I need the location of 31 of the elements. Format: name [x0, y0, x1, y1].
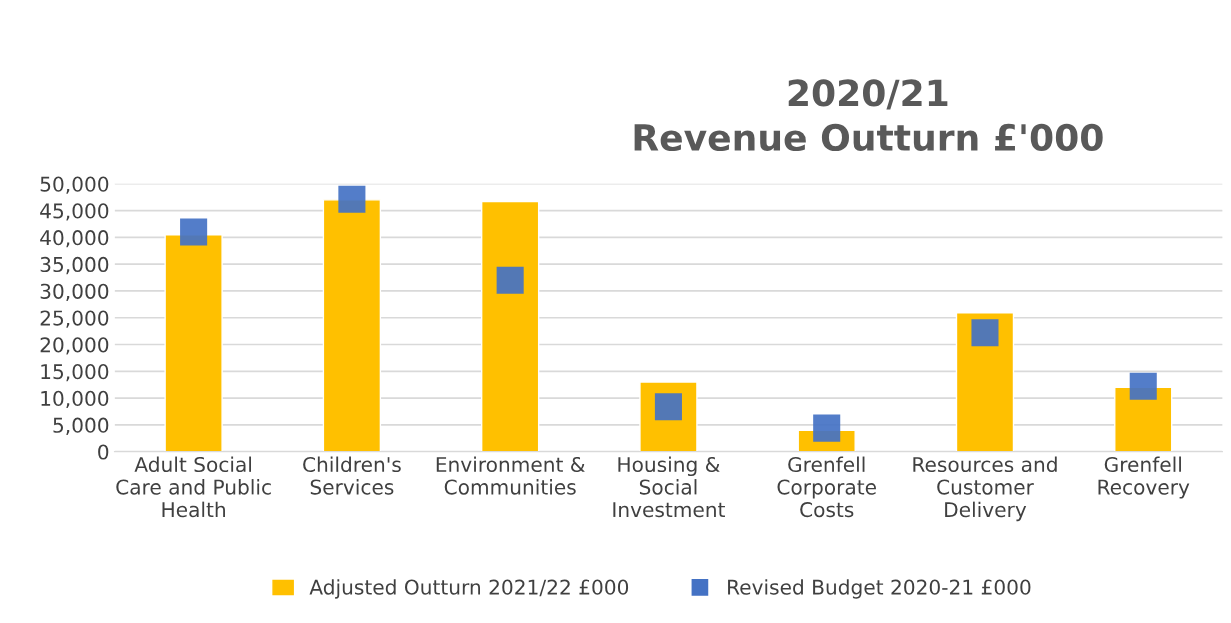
y-tick-label: 15,000	[41, 364, 109, 382]
y-tick-label: 25,000	[40, 310, 109, 328]
y-tick-label: 20,000	[40, 337, 109, 355]
legend-label: Revised Budget 2020-21 £000	[728, 579, 1031, 599]
x-tick-label: Housing & Social Investment	[613, 456, 725, 518]
bar	[164, 233, 223, 452]
x-tick-label: Grenfell Recovery	[1098, 456, 1190, 499]
chart-title: 2020/21 Revenue Outturn £'000	[634, 79, 1103, 152]
point	[496, 266, 524, 294]
x-tick-label: Resources and Customer Delivery	[913, 456, 1057, 522]
legend-label: Adjusted Outturn 2021/22 £000	[309, 579, 629, 599]
x-tick-label: Environment & Communities	[436, 456, 585, 495]
x-tick-label: Children's Services	[303, 456, 401, 495]
y-tick-label: 35,000	[40, 256, 109, 275]
x-tick-label: Adult Social Care and Public Health	[116, 456, 271, 518]
y-tick-label: 50,000	[40, 176, 109, 194]
point	[971, 319, 999, 347]
y-tick-label: 5,000	[53, 417, 109, 435]
y-tick-label: 10,000	[41, 390, 109, 409]
y-tick-label: 45,000	[40, 203, 109, 221]
y-tick-label: 40,000	[40, 230, 109, 248]
point	[338, 185, 366, 213]
y-tick-label: 30,000	[40, 283, 109, 301]
bar	[322, 199, 382, 452]
y-tick-label: 0	[98, 444, 109, 460]
bar	[955, 312, 1015, 452]
x-tick-label: Grenfell Corporate Costs	[777, 456, 876, 518]
point	[180, 218, 208, 246]
point	[813, 414, 841, 442]
point	[1129, 372, 1157, 400]
bar	[480, 200, 540, 452]
